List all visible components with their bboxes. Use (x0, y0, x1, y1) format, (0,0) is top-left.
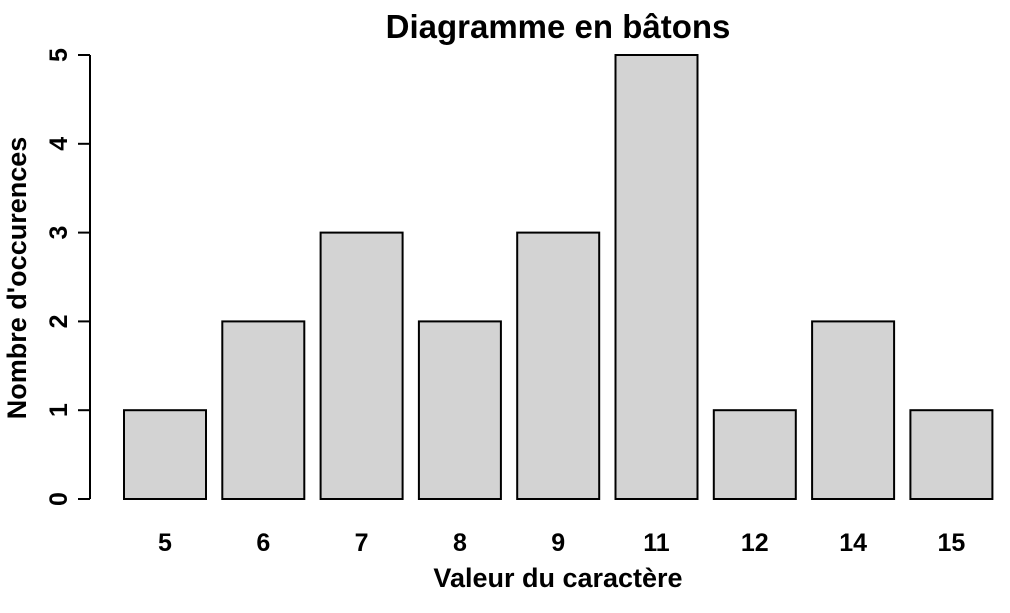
y-tick-label: 4 (45, 137, 73, 151)
x-tick-label: 9 (551, 529, 565, 557)
bar-12 (712, 409, 797, 501)
x-tick-label: 5 (158, 529, 172, 557)
x-tick-label: 7 (355, 529, 369, 557)
chart-title: Diagramme en bâtons (386, 8, 731, 45)
bars-group (123, 54, 994, 501)
x-tick-label: 6 (256, 529, 270, 557)
y-axis-label: Nombre d'occurences (2, 137, 32, 420)
bar-15 (909, 409, 994, 501)
y-tick-label: 1 (45, 403, 73, 417)
x-tick-label: 14 (839, 529, 867, 557)
x-tick-labels: 5 6 7 8 9 11 12 14 15 (158, 529, 965, 557)
x-tick-label: 11 (643, 529, 670, 557)
y-tick-label: 0 (45, 492, 73, 506)
bar-5 (123, 409, 207, 501)
x-axis-label: Valeur du caractère (433, 563, 682, 593)
bar-9 (516, 231, 601, 500)
bar-11 (614, 54, 699, 500)
bar-14 (811, 320, 896, 500)
bar-6 (221, 320, 306, 500)
y-tick-label: 5 (45, 48, 73, 62)
x-tick-label: 15 (937, 529, 965, 557)
y-tick-label: 3 (45, 226, 73, 240)
bar-7 (319, 231, 404, 500)
y-tick-label: 2 (45, 314, 73, 328)
x-tick-label: 12 (741, 529, 769, 557)
x-tick-label: 8 (453, 529, 467, 557)
bar-8 (417, 320, 502, 500)
y-axis: 0 1 2 3 4 5 (45, 48, 91, 506)
